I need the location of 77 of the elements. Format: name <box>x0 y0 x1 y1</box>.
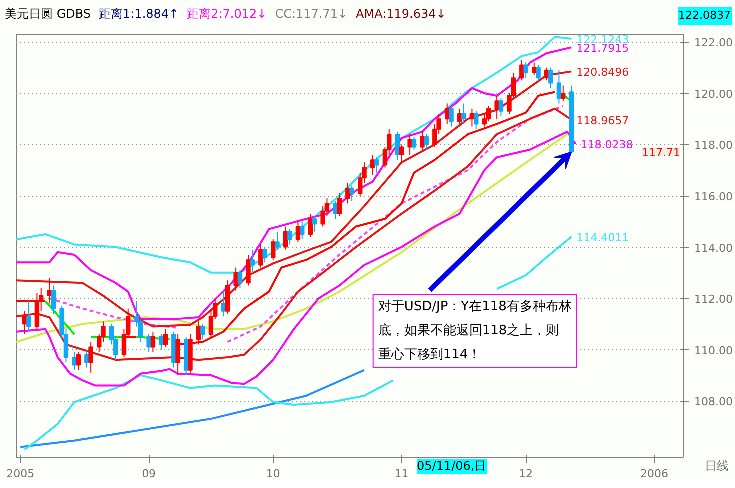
data-label: 114.4011 <box>576 232 630 244</box>
line-series <box>20 369 366 448</box>
text: 05/11/06,日 <box>417 459 487 474</box>
candlestick <box>26 300 32 332</box>
candlestick <box>312 216 318 232</box>
candlestick <box>270 239 276 261</box>
candlestick <box>250 249 256 274</box>
y-tick-label: 118.00 <box>694 139 733 152</box>
candlestick <box>462 103 466 125</box>
candlestick <box>374 157 380 174</box>
candlestick <box>88 342 94 374</box>
candlestick <box>159 334 164 350</box>
candlestick <box>524 62 528 79</box>
data-label: 118.0238 <box>580 138 634 152</box>
y-tick-label: 114.00 <box>694 242 733 255</box>
candlestick <box>221 290 226 317</box>
x-tick-label: 10 <box>266 468 280 480</box>
candlestick <box>449 106 454 128</box>
data-label: 120.8496 <box>576 66 630 80</box>
candlestick <box>288 228 292 246</box>
y-tick-label: 110.00 <box>694 344 733 358</box>
y-tick-label: 108.00 <box>694 396 733 409</box>
x-tick-label: 2006 <box>640 468 669 480</box>
text: 122.0837 <box>678 7 732 25</box>
y-tick-label: 120.00 <box>694 88 733 101</box>
candlestick <box>163 328 168 348</box>
x-tick-label: 11 <box>394 468 409 480</box>
text: 日线 <box>705 459 729 474</box>
candlestick <box>337 192 342 218</box>
candlestick <box>420 131 425 150</box>
text: CC:117.71↓ <box>275 7 348 21</box>
text: AMA:119.634↓ <box>356 7 446 21</box>
candlestick <box>494 96 500 120</box>
candlestick <box>76 352 82 371</box>
candlestick <box>246 254 251 286</box>
candlestick <box>474 110 479 130</box>
candlestick <box>520 60 524 82</box>
x-tick-label: 2005 <box>6 468 35 480</box>
candlestick <box>395 131 400 161</box>
candlestick <box>283 226 288 250</box>
annotation: 117.71 <box>642 146 681 160</box>
candlestick <box>234 267 238 292</box>
text: 距离2:7.012↓ <box>187 7 268 21</box>
y-tick-label: 112.00 <box>694 293 733 306</box>
chart-title: 美元日圆 GDBS <box>5 7 91 21</box>
candlestick <box>51 285 56 314</box>
candlestick <box>200 324 206 340</box>
candlestick <box>370 154 376 176</box>
candlestick <box>346 182 350 204</box>
candlestick <box>412 136 417 150</box>
candlestick <box>548 67 554 89</box>
x-tick-label: 12 <box>519 468 534 480</box>
text: 距离1:1.884↑ <box>99 7 180 21</box>
candlestick <box>424 134 430 150</box>
x-tick-label: 09 <box>142 468 156 480</box>
y-tick-label: 116.00 <box>694 190 733 204</box>
candlestick <box>146 334 152 353</box>
candlestick <box>333 200 338 220</box>
candlestick <box>556 70 562 104</box>
candlestick <box>560 85 566 102</box>
candlestick <box>72 352 77 371</box>
annotation: 对于USD/JP：Y在118有多种布林底，如果不能返回118之上，则重心下移到114！ <box>378 300 572 363</box>
data-label: 118.9657 <box>576 114 630 128</box>
candlestick <box>408 134 412 156</box>
candlestick <box>536 64 541 82</box>
candlestick <box>275 231 280 250</box>
candlestick <box>300 221 305 240</box>
candlestick <box>399 144 404 164</box>
candlestick <box>262 246 268 264</box>
y-tick-label: 122.00 <box>694 36 733 50</box>
candlestick <box>150 331 156 353</box>
candlestick <box>258 244 264 268</box>
candlestick <box>238 270 243 289</box>
candlestick <box>308 213 314 238</box>
candlestick <box>350 185 354 202</box>
candlestick <box>498 98 504 118</box>
line-series <box>16 130 577 387</box>
